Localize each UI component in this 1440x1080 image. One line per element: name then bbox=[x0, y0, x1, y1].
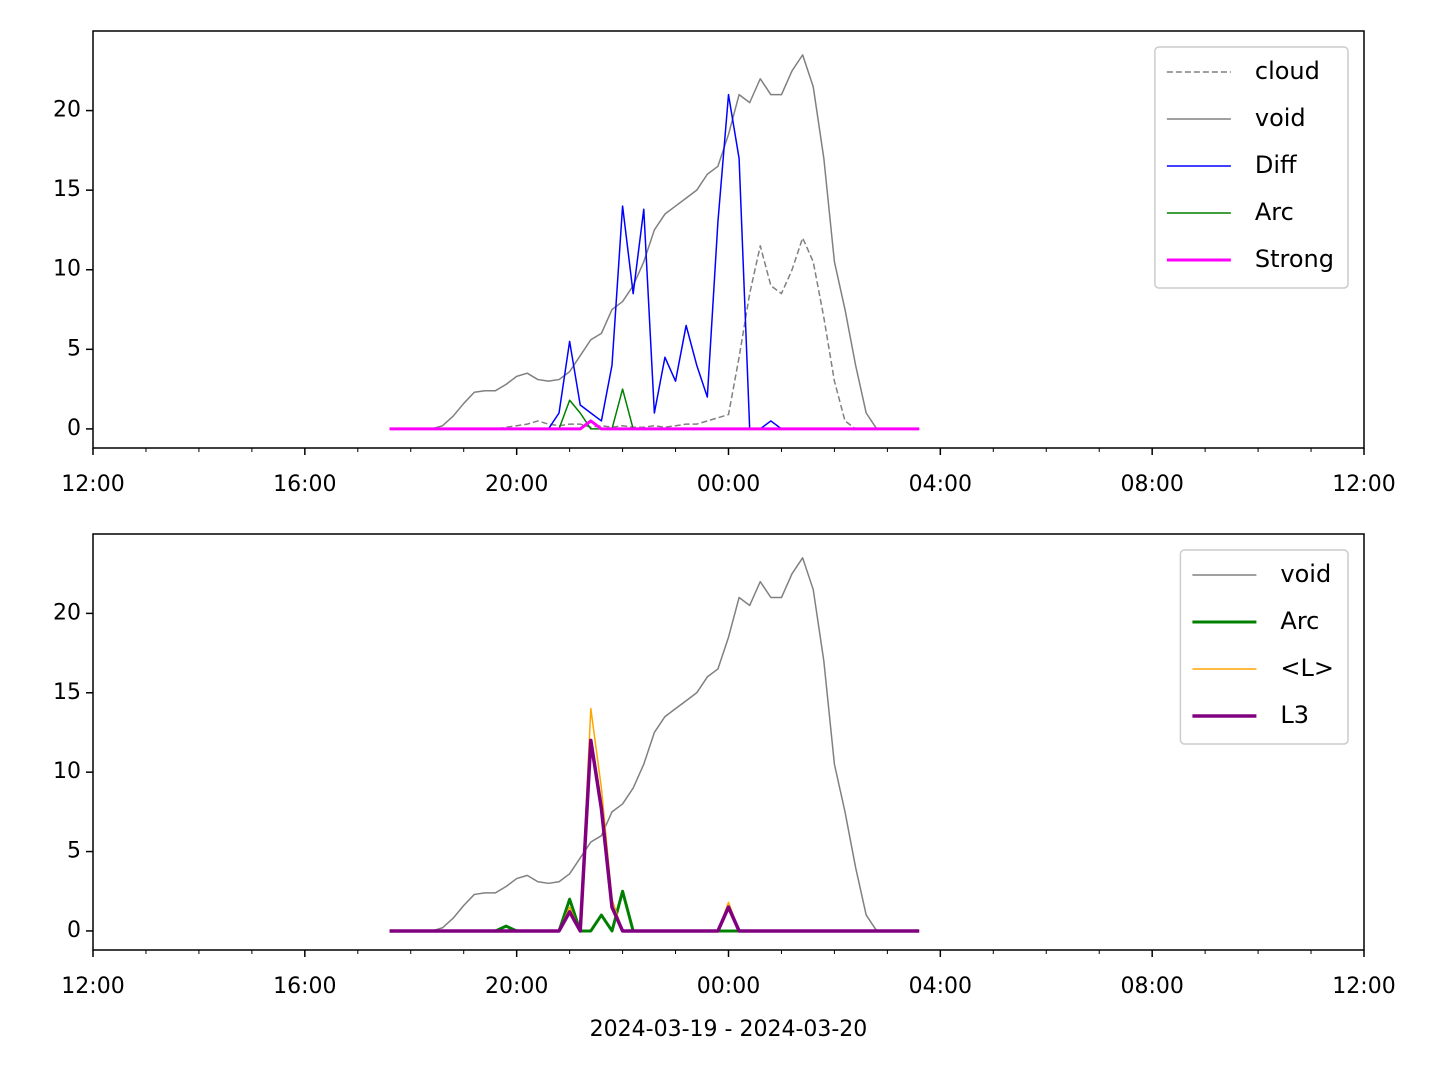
legend-label: Strong bbox=[1255, 245, 1334, 273]
x-tick-label: 00:00 bbox=[697, 472, 760, 497]
legend: void Arc <L> L3 bbox=[1179, 549, 1349, 745]
legend: cloud void Diff Arc Strong bbox=[1154, 46, 1349, 289]
series-line bbox=[389, 557, 920, 932]
x-tick-label: 16:00 bbox=[273, 974, 336, 999]
legend-label: <L> bbox=[1280, 654, 1334, 682]
y-tick-label: 0 bbox=[67, 918, 81, 943]
x-tick-label: 12:00 bbox=[1332, 974, 1395, 999]
y-tick-label: 5 bbox=[67, 336, 81, 361]
legend-label: L3 bbox=[1280, 701, 1309, 729]
x-tick-label: 12:00 bbox=[61, 974, 124, 999]
legend-box bbox=[1154, 46, 1349, 289]
x-tick-label: 16:00 bbox=[273, 472, 336, 497]
legend-label: Arc bbox=[1280, 607, 1319, 635]
axes-frame bbox=[92, 30, 1365, 449]
x-tick-label: 00:00 bbox=[697, 974, 760, 999]
series-line bbox=[389, 419, 920, 431]
x-tick-label: 04:00 bbox=[909, 974, 972, 999]
axes: 0 5 10 15 20 12:00 16:00 20:00 00:00 04:00 08:00 12… bbox=[53, 533, 1396, 1042]
axes: 0 5 10 15 20 12:00 16:00 20:00 00:00 04:00 08:00 12… bbox=[53, 30, 1396, 497]
y-tick-label: 20 bbox=[53, 600, 81, 625]
y-tick-label: 0 bbox=[67, 416, 81, 441]
y-tick-label: 20 bbox=[53, 98, 81, 123]
y-tick-label: 10 bbox=[53, 257, 81, 282]
x-tick-label: 12:00 bbox=[1332, 472, 1395, 497]
legend-label: cloud bbox=[1255, 57, 1320, 85]
y-tick-label: 10 bbox=[53, 759, 81, 784]
x-tick-label: 20:00 bbox=[485, 472, 548, 497]
x-axis-label: 2024-03-19 - 2024-03-20 bbox=[590, 1017, 868, 1042]
y-tick-label: 15 bbox=[53, 680, 81, 705]
x-tick-label: 04:00 bbox=[909, 472, 972, 497]
legend-label: void bbox=[1280, 560, 1331, 588]
y-tick-label: 5 bbox=[67, 839, 81, 864]
legend-box bbox=[1179, 549, 1349, 745]
y-tick-label: 15 bbox=[53, 177, 81, 202]
x-tick-label: 20:00 bbox=[485, 974, 548, 999]
legend-label: void bbox=[1255, 104, 1306, 132]
x-tick-label: 08:00 bbox=[1120, 974, 1183, 999]
legend-label: Arc bbox=[1255, 198, 1294, 226]
series-line bbox=[389, 738, 920, 933]
legend-label: Diff bbox=[1255, 151, 1297, 179]
axes-frame bbox=[92, 533, 1365, 951]
x-tick-label: 08:00 bbox=[1120, 472, 1183, 497]
x-tick-label: 12:00 bbox=[61, 472, 124, 497]
series-line bbox=[389, 54, 920, 430]
